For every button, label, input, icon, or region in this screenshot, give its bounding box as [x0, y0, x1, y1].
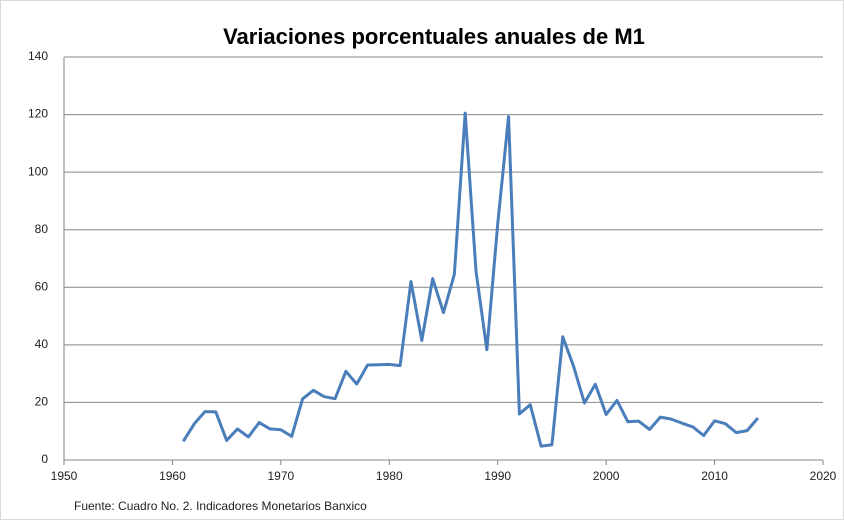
y-tick-label: 80 — [35, 222, 49, 236]
y-tick-label: 120 — [28, 107, 48, 121]
y-tick-label: 0 — [41, 452, 48, 466]
data-line — [182, 111, 760, 448]
source-note: Fuente: Cuadro No. 2. Indicadores Moneta… — [74, 499, 367, 513]
x-tick-label: 2000 — [593, 469, 620, 483]
chart-title: Variaciones porcentuales anuales de M1 — [223, 24, 645, 49]
y-tick-label: 20 — [35, 395, 49, 409]
y-tick-label: 60 — [35, 279, 49, 293]
x-tick-label: 1990 — [484, 469, 511, 483]
y-tick-label: 140 — [28, 49, 48, 63]
x-tick-label: 1970 — [268, 469, 295, 483]
x-tick-label: 2020 — [810, 469, 837, 483]
x-tick-label: 2010 — [701, 469, 728, 483]
x-tick-label: 1950 — [51, 469, 78, 483]
x-tick-label: 1960 — [159, 469, 186, 483]
y-tick-label: 40 — [35, 337, 49, 351]
y-tick-label: 100 — [28, 164, 48, 178]
x-tick-label: 1980 — [376, 469, 403, 483]
